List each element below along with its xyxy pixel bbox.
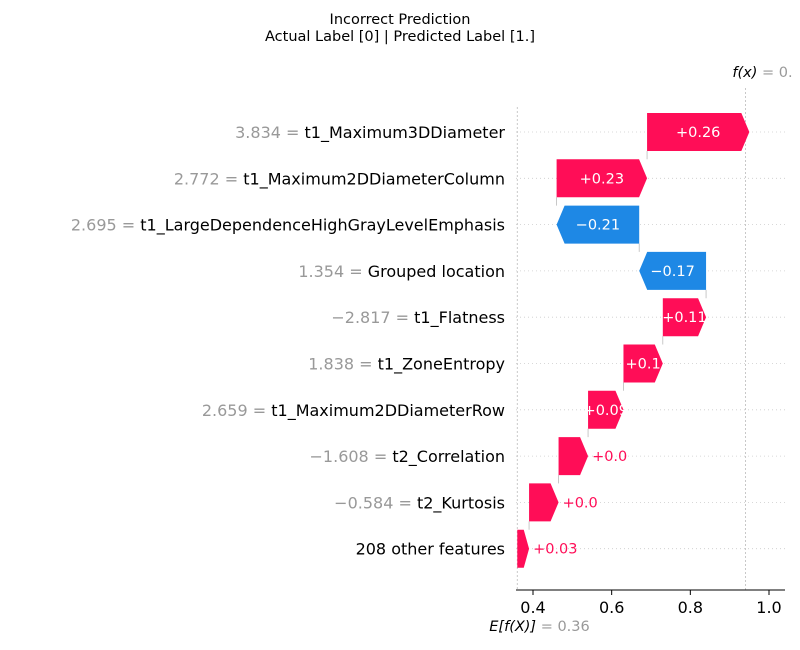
feature-label: 2.695 = t1_LargeDependenceHighGrayLevelE…	[71, 216, 505, 236]
feature-value: 1.354 =	[298, 262, 367, 281]
feature-value: 2.772 =	[174, 169, 243, 188]
x-axis: 0.4 0.6 0.8 1.0 E[f(X)] = 0.36 f(x) = 0.	[489, 65, 792, 635]
negative-bar	[556, 205, 640, 244]
bar-value-label: +0.0	[563, 495, 598, 511]
positive-bar	[647, 113, 750, 151]
chart-title: Incorrect Prediction	[330, 12, 471, 28]
feature-label: 208 other features	[356, 540, 505, 559]
feature-name: t2_Kurtosis	[417, 493, 505, 513]
feature-value: −0.584 =	[334, 493, 417, 512]
feature-name: t1_Maximum3DDiameter	[305, 123, 506, 143]
feature-name: t2_Correlation	[392, 447, 505, 467]
x-tick-label: 0.4	[520, 598, 545, 617]
negative-bar	[639, 251, 707, 290]
feature-value: 1.838 =	[308, 355, 377, 374]
feature-rows: +0.26 3.834 = t1_Maximum3DDiameter +0.23 2.…	[71, 88, 785, 590]
bar-value-label: +0.11	[662, 310, 706, 326]
bar-value-label: −0.21	[576, 218, 620, 234]
positive-bar	[623, 344, 663, 383]
feature-value: 2.695 =	[71, 216, 140, 235]
feature-label: −1.608 = t2_Correlation	[310, 447, 505, 467]
feature-value: −2.817 =	[331, 308, 414, 327]
feature-label: −2.817 = t1_Flatness	[331, 308, 505, 328]
feature-label: 2.659 = t1_Maximum2DDiameterRow	[202, 401, 505, 421]
feature-name: t1_Maximum2DDiameterRow	[271, 401, 505, 421]
feature-label: 1.354 = Grouped location	[298, 262, 505, 281]
bar-value-label: −0.17	[650, 264, 694, 280]
bar-value-label: +0.26	[676, 125, 720, 141]
positive-bar	[588, 390, 624, 429]
feature-name: t1_ZoneEntropy	[378, 355, 505, 375]
positive-bar	[558, 437, 589, 476]
bar-value-label: +0.03	[533, 542, 577, 558]
positive-bar	[662, 298, 707, 337]
feature-name: 208 other features	[356, 540, 505, 559]
feature-name: Grouped location	[368, 262, 505, 281]
feature-label: 2.772 = t1_Maximum2DDiameterColumn	[174, 169, 505, 189]
feature-name: t1_LargeDependenceHighGrayLevelEmphasis	[140, 216, 505, 236]
bar-value-label: +0.09	[584, 403, 628, 419]
expected-value-symbol: E[f(X)]	[489, 619, 536, 635]
x-tick-label: 0.6	[599, 598, 624, 617]
positive-bar	[556, 159, 648, 198]
positive-bar	[529, 483, 559, 522]
bar-value-label: +0.0	[592, 449, 627, 465]
feature-label: −0.584 = t2_Kurtosis	[334, 493, 505, 513]
feature-name: t1_Maximum2DDiameterColumn	[243, 169, 505, 189]
output-value-number: = 0.	[757, 65, 792, 81]
output-value-symbol: f(x)	[732, 65, 757, 81]
bar-value-label: +0.23	[580, 171, 624, 187]
feature-value: 3.834 =	[235, 123, 304, 142]
expected-value-label: E[f(X)] = 0.36	[489, 619, 589, 635]
feature-label: 1.838 = t1_ZoneEntropy	[308, 355, 505, 375]
chart-subtitle: Actual Label [0] | Predicted Label [1.]	[265, 29, 535, 45]
bar-value-label: +0.1	[626, 357, 661, 373]
feature-value: −1.608 =	[310, 447, 393, 466]
feature-value: 2.659 =	[202, 401, 271, 420]
feature-label: 3.834 = t1_Maximum3DDiameter	[235, 123, 505, 143]
output-value-label: f(x) = 0.	[732, 65, 792, 81]
expected-value-number: = 0.36	[536, 619, 590, 635]
feature-name: t1_Flatness	[414, 308, 505, 328]
positive-bar	[517, 529, 530, 568]
x-tick-label: 0.8	[678, 598, 703, 617]
x-tick-label: 1.0	[756, 598, 781, 617]
